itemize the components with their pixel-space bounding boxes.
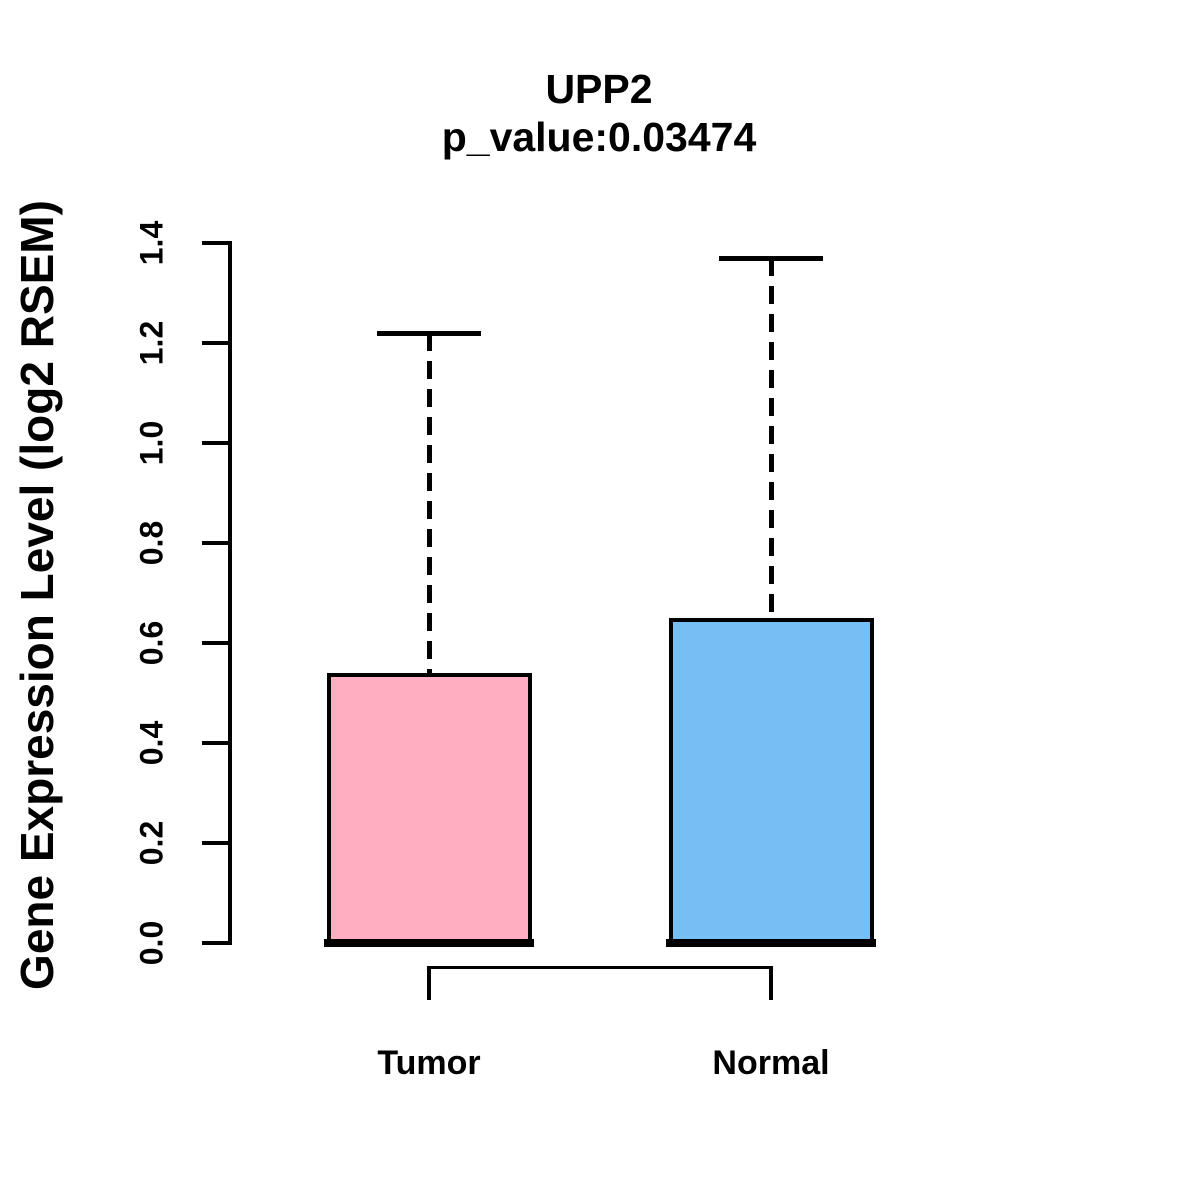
- y-axis-tick: [202, 341, 228, 345]
- y-axis-tick-label: 0.0: [133, 920, 170, 966]
- chart-subtitle-pvalue: p_value:0.03474: [441, 114, 757, 160]
- y-axis-tick: [202, 941, 228, 945]
- y-axis-tick-label: 1.0: [133, 420, 170, 466]
- chart-title: UPP2: [545, 66, 653, 112]
- y-axis-tick: [202, 741, 228, 745]
- y-axis-tick: [202, 841, 228, 845]
- y-axis-label: Gene Expression Level (log2 RSEM): [11, 200, 63, 990]
- y-axis-tick: [202, 241, 228, 245]
- y-axis-tick-label: 0.6: [133, 620, 170, 666]
- box-normal: [668, 618, 874, 943]
- x-axis-label-tumor: Tumor: [377, 1044, 481, 1082]
- y-axis-tick-label: 0.8: [133, 520, 170, 566]
- y-axis-line: [228, 241, 232, 945]
- median-line-normal: [666, 939, 876, 947]
- y-axis-tick: [202, 441, 228, 445]
- whisker-line-tumor: [427, 333, 432, 673]
- y-axis-tick-label: 0.2: [133, 820, 170, 866]
- box-tumor: [326, 673, 532, 943]
- whisker-cap-normal: [719, 256, 823, 261]
- x-axis-tick-normal: [769, 966, 773, 1000]
- x-axis-tick-tumor: [427, 966, 431, 1000]
- y-axis-tick: [202, 641, 228, 645]
- x-axis-label-normal: Normal: [712, 1044, 830, 1082]
- x-axis-line: [429, 966, 771, 969]
- whisker-line-normal: [769, 258, 774, 618]
- y-axis-tick-label: 0.4: [133, 720, 170, 766]
- y-axis-tick-label: 1.4: [133, 220, 170, 266]
- whisker-cap-tumor: [377, 331, 481, 336]
- y-axis-tick: [202, 541, 228, 545]
- median-line-tumor: [324, 939, 534, 947]
- y-axis-tick-label: 1.2: [133, 320, 170, 366]
